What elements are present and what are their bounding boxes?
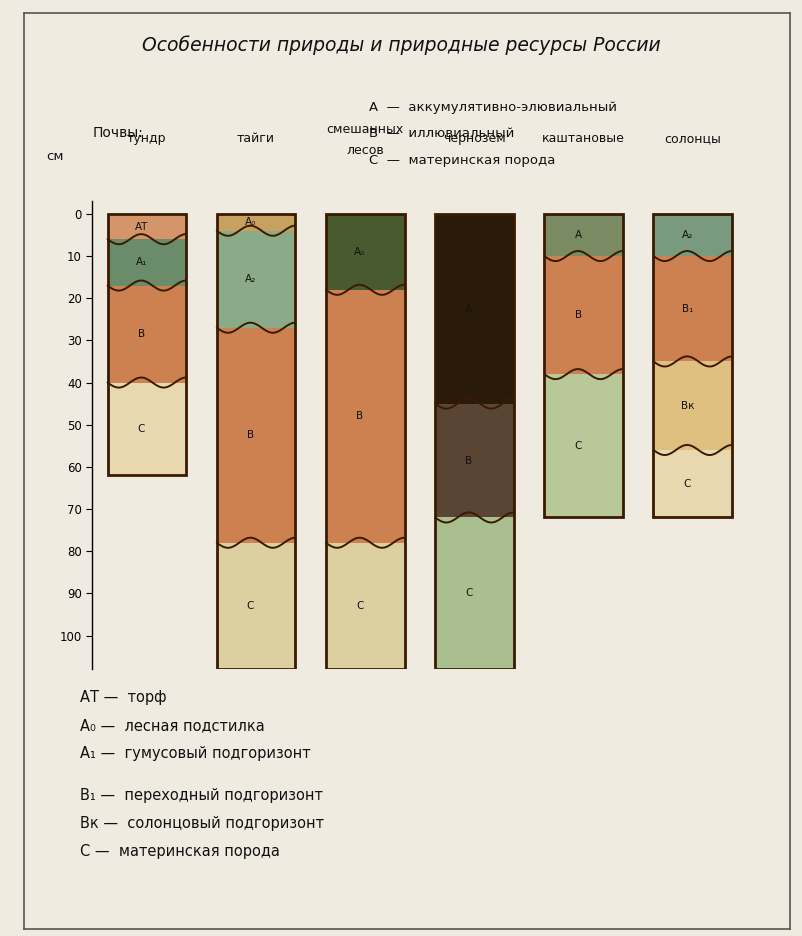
Text: А₁: А₁	[136, 257, 147, 268]
Text: каштановые: каштановые	[542, 132, 625, 145]
Text: С: С	[247, 601, 254, 611]
Text: В: В	[574, 310, 581, 320]
Bar	[654, 256, 732, 361]
Text: А  —  аккумулятивно-элювиальный: А — аккумулятивно-элювиальный	[369, 101, 617, 114]
Bar	[107, 285, 186, 383]
Text: А₂: А₂	[245, 274, 256, 285]
Bar	[217, 214, 295, 231]
Text: А₀: А₀	[354, 247, 366, 256]
Text: А₀: А₀	[245, 217, 257, 227]
Bar	[107, 383, 186, 475]
Text: см: см	[46, 150, 63, 163]
Bar	[326, 214, 404, 669]
Bar	[654, 214, 732, 518]
Bar	[545, 374, 623, 518]
Text: солонцы: солонцы	[664, 132, 721, 145]
Bar	[545, 214, 623, 256]
Bar	[435, 214, 514, 669]
Text: С: С	[683, 478, 691, 489]
Bar	[217, 328, 295, 543]
Text: В: В	[247, 431, 254, 440]
Bar	[654, 361, 732, 450]
Bar	[326, 214, 404, 290]
Text: Вк: Вк	[681, 401, 694, 411]
Bar	[435, 214, 514, 403]
Text: А: А	[574, 230, 581, 240]
Text: АТ: АТ	[135, 222, 148, 231]
Bar	[326, 290, 404, 543]
Bar	[435, 518, 514, 669]
Text: С —  материнская порода: С — материнская порода	[80, 844, 280, 859]
Text: А₀ —  лесная подстилка: А₀ — лесная подстилка	[80, 718, 265, 733]
Text: А₂: А₂	[682, 230, 693, 240]
Bar	[107, 214, 186, 475]
Text: С: С	[574, 441, 581, 451]
Text: Почвы:: Почвы:	[92, 126, 143, 140]
Text: С: С	[356, 601, 363, 611]
Bar	[217, 214, 295, 669]
Text: лесов: лесов	[346, 144, 384, 157]
Text: чернозем: чернозем	[443, 132, 506, 145]
Text: В: В	[356, 411, 363, 421]
Bar	[654, 450, 732, 518]
Bar	[654, 214, 732, 256]
Text: В₁: В₁	[682, 304, 693, 314]
Bar	[545, 214, 623, 518]
Text: А₁ —  гумусовый подгоризонт: А₁ — гумусовый подгоризонт	[80, 746, 311, 761]
Bar	[435, 403, 514, 518]
Text: С  —  материнская порода: С — материнская порода	[369, 154, 555, 167]
Bar	[107, 240, 186, 285]
Text: Вк —  солонцовый подгоризонт: Вк — солонцовый подгоризонт	[80, 816, 324, 831]
Text: тундр: тундр	[127, 132, 167, 145]
Text: С: С	[465, 589, 472, 598]
Text: А: А	[465, 304, 472, 314]
Text: АТ —  торф: АТ — торф	[80, 690, 167, 705]
Text: В  —  иллювиальный: В — иллювиальный	[369, 127, 514, 140]
Bar	[107, 214, 186, 240]
Text: В₁ —  переходный подгоризонт: В₁ — переходный подгоризонт	[80, 788, 323, 803]
Text: тайги: тайги	[237, 132, 275, 145]
Text: смешанных: смешанных	[326, 123, 404, 136]
Text: В: В	[138, 329, 145, 339]
Text: В: В	[465, 456, 472, 465]
Bar	[326, 543, 404, 669]
Text: Особенности природы и природные ресурсы России: Особенности природы и природные ресурсы …	[142, 35, 660, 55]
Bar	[545, 256, 623, 374]
Bar	[217, 231, 295, 328]
Bar	[217, 543, 295, 669]
Text: С: С	[138, 424, 145, 434]
